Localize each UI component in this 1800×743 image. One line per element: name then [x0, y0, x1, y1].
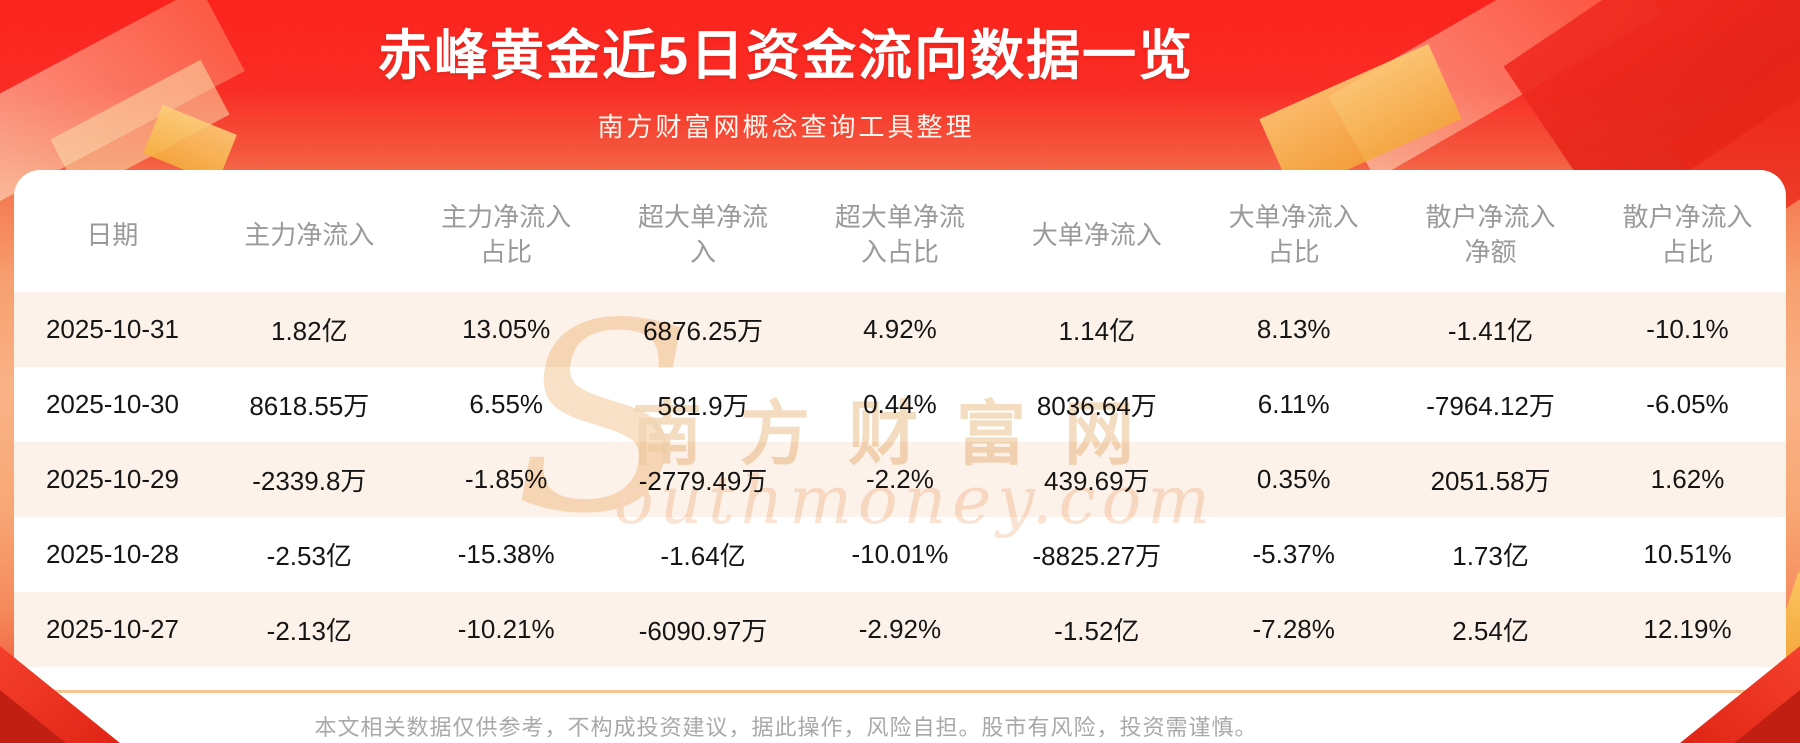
table-cell: 12.19% [1643, 614, 1732, 645]
table-cell: 2.54亿 [1452, 616, 1529, 647]
table-cell: 2051.58万 [1430, 466, 1551, 497]
page-title: 赤峰黄金近5日资金流向数据一览 [377, 26, 1195, 86]
table-cell: -2.2% [865, 464, 934, 495]
page-subtitle: 南方财富网概念查询工具整理 [597, 111, 975, 142]
table-cell: -10.1% [1646, 314, 1729, 345]
table-cell: 581.9万 [657, 391, 749, 422]
table-cell: -10.01% [851, 539, 949, 570]
table-header: 日期 主力净流入 主力净流入 占比 超大单净流 入 超大单净流 入占比 大单净流… [14, 170, 1786, 292]
table-cell: 2025-10-27 [45, 614, 179, 645]
col-header-date: 日期 [86, 219, 139, 250]
table-row: 2025-10-28 -2.53亿 -15.38% -1.64亿 -10.01% -882… [14, 517, 1786, 592]
table-cell: 0.35% [1256, 464, 1331, 495]
header: 赤峰黄金近5日资金流向数据一览 南方财富网概念查询工具整理 [0, 0, 1572, 144]
col-header-large-order-net-inflow-ratio: 大单净流入 占比 [1228, 202, 1359, 268]
table-cell: 4.92% [863, 314, 937, 345]
table-cell: 10.51% [1643, 539, 1732, 570]
table-cell: 13.05% [462, 314, 551, 345]
table-cell: 1.14亿 [1058, 316, 1136, 347]
table-cell: -15.38% [457, 539, 555, 570]
table-cell: -1.52亿 [1054, 616, 1140, 647]
table-cell: 1.62% [1650, 464, 1725, 495]
table-cell: -7.28% [1252, 614, 1335, 645]
table-cell: -5.37% [1252, 539, 1335, 570]
table-body: 2025-10-31 1.82亿 13.05% 6876.25万 4.92% 1.14亿 8… [14, 292, 1786, 668]
table-cell: 439.69万 [1044, 466, 1150, 497]
table-cell: -7964.12万 [1426, 391, 1555, 422]
fund-flow-table: 日期 主力净流入 主力净流入 占比 超大单净流 入 超大单净流 入占比 大单净流… [14, 170, 1786, 668]
table-cell: -2.53亿 [266, 541, 352, 572]
table-cell: -1.64亿 [660, 541, 746, 572]
table-row: 2025-10-31 1.82亿 13.05% 6876.25万 4.92% 1.14亿 8… [14, 292, 1786, 368]
table-cell: 1.73亿 [1452, 541, 1529, 572]
table-cell: 8036.64万 [1036, 391, 1157, 422]
table-cell: 1.82亿 [271, 316, 348, 347]
table-cell: 6876.25万 [643, 316, 764, 347]
table-cell: -2779.49万 [638, 466, 768, 497]
table-cell: -2339.8万 [252, 466, 367, 497]
table-cell: -10.21% [457, 614, 555, 645]
table-cell: -6090.97万 [638, 616, 768, 647]
table-row: 2025-10-30 8618.55万 6.55% 581.9万 0.44% 8036.6… [14, 367, 1786, 442]
table-cell: -6.05% [1646, 389, 1729, 420]
col-header-retail-net-inflow: 散户净流入 净额 [1425, 202, 1556, 268]
col-header-large-order-net-inflow: 大单净流入 [1031, 219, 1162, 250]
col-header-xl-order-net-inflow: 超大单净流 入 [638, 202, 769, 268]
table-cell: -2.13亿 [266, 616, 352, 647]
data-card: S 南方财富网 outhmoney.com 日期 主力净流入 主力净流入 占比 … [14, 170, 1786, 743]
table-cell: -2.92% [858, 614, 942, 645]
table-cell: 2025-10-29 [45, 464, 179, 495]
table-cell: 8.13% [1256, 314, 1331, 345]
table-cell: -8825.27万 [1032, 541, 1162, 572]
table-row: 2025-10-27 -2.13亿 -10.21% -6090.97万 -2.92% -1… [14, 592, 1786, 668]
table-cell: 2025-10-30 [45, 389, 179, 420]
table-cell: 6.11% [1257, 389, 1330, 420]
table-cell: -1.85% [464, 464, 548, 495]
col-header-retail-net-inflow-ratio: 散户净流入 占比 [1622, 202, 1753, 268]
col-header-main-net-inflow: 主力净流入 [244, 219, 375, 250]
table-row: 2025-10-29 -2339.8万 -1.85% -2779.49万 -2.2% 43… [14, 442, 1786, 518]
table-header-row: 日期 主力净流入 主力净流入 占比 超大单净流 入 超大单净流 入占比 大单净流… [14, 170, 1786, 292]
table-cell: 8618.55万 [249, 391, 370, 422]
col-header-main-net-inflow-ratio: 主力净流入 占比 [441, 202, 572, 268]
table-cell: 2025-10-28 [45, 539, 179, 570]
disclaimer-text: 本文相关数据仅供参考，不构成投资建议，据此操作，风险自担。股市有风险，投资需谨慎… [314, 715, 1258, 740]
table-cell: -1.41亿 [1447, 316, 1534, 347]
table-cell: 6.55% [469, 389, 544, 420]
footer-divider [14, 690, 1786, 693]
col-header-xl-order-net-inflow-ratio: 超大单净流 入占比 [834, 202, 965, 268]
table-cell: 2025-10-31 [45, 314, 179, 345]
table-cell: 0.44% [863, 389, 937, 420]
